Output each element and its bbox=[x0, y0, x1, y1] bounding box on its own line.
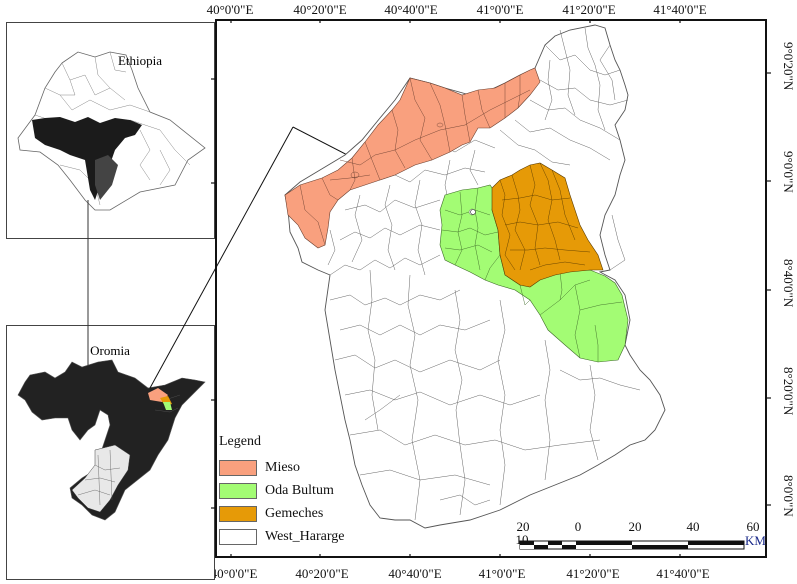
top-tick-label: 41°40'0"E bbox=[653, 2, 707, 17]
oromia-label: Oromia bbox=[90, 343, 130, 358]
legend-title: Legend bbox=[219, 434, 261, 449]
top-tick-label: 41°0'0"E bbox=[476, 2, 524, 17]
scale-label: 60 bbox=[746, 519, 760, 534]
top-tick-label: 40°40'0"E bbox=[384, 2, 438, 17]
legend-swatch-mieso bbox=[219, 459, 257, 476]
legend-swatch-west-hararge bbox=[219, 528, 257, 545]
scale-sub-label: 10 bbox=[515, 532, 529, 547]
scale-unit: KM bbox=[745, 533, 766, 548]
frame-ticks bbox=[211, 19, 771, 558]
bottom-tick-label: 40°20'0"E bbox=[295, 566, 349, 581]
legend-label: Gemeches bbox=[265, 505, 324, 521]
top-tick-label: 41°20'0"E bbox=[562, 2, 616, 17]
legend-label: Oda Bultum bbox=[265, 482, 334, 498]
ethiopia-oromia-region bbox=[32, 117, 142, 200]
scale-label: 20 bbox=[628, 519, 642, 534]
legend-label: Mieso bbox=[265, 459, 300, 475]
top-tick-label: 40°0'0"E bbox=[206, 2, 254, 17]
scale-label: 40 bbox=[686, 519, 700, 534]
legend-item-oda-bultum: Oda Bultum bbox=[219, 479, 369, 502]
legend-item-gemeches: Gemeches bbox=[219, 502, 369, 525]
oromia-region-shape bbox=[17, 239, 206, 521]
bottom-tick-label: 41°40'0"E bbox=[656, 566, 710, 581]
bottom-tick-label: 41°20'0"E bbox=[566, 566, 620, 581]
scale-label: 20 bbox=[516, 519, 530, 534]
west-hararge-zone bbox=[284, 24, 666, 529]
scale-label: 0 bbox=[574, 519, 582, 534]
legend-item-west-hararge: West_Hararge bbox=[219, 525, 369, 548]
ethiopia-label: Ethiopia bbox=[118, 53, 162, 68]
kebele-boundaries bbox=[327, 27, 641, 521]
legend-label: West_Hararge bbox=[265, 528, 345, 544]
legend-swatch-gemeches bbox=[219, 505, 257, 522]
bottom-tick-label: 40°40'0"E bbox=[388, 566, 442, 581]
map-legend: Legend Mieso Oda Bultum Gemeches West_Ha… bbox=[219, 434, 369, 548]
top-tick-label: 40°20'0"E bbox=[293, 2, 347, 17]
legend-item-mieso: Mieso bbox=[219, 456, 369, 479]
ethiopia-country-shape bbox=[17, 51, 206, 239]
legend-swatch-oda-bultum bbox=[219, 482, 257, 499]
bottom-tick-label: 41°0'0"E bbox=[478, 566, 526, 581]
bottom-tick-label: 40°0'0"E bbox=[210, 566, 258, 581]
scale-bar-graphic bbox=[519, 540, 745, 550]
